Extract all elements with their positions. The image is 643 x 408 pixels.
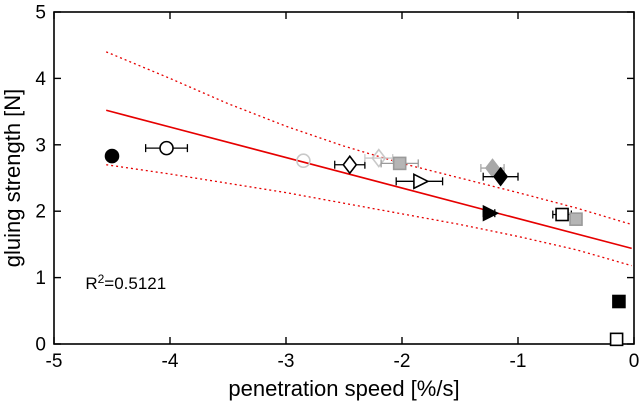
confidence-band-upper xyxy=(105,51,632,226)
plot-box xyxy=(53,11,635,345)
data-point-circle xyxy=(159,140,174,156)
x-tick-label: -4 xyxy=(162,351,179,372)
data-point-diamond xyxy=(371,148,387,168)
data-point-square xyxy=(555,207,569,222)
data-point-diamond xyxy=(342,154,358,175)
y-tick-label: 2 xyxy=(35,202,46,223)
y-tick-label: 4 xyxy=(35,69,46,90)
regression-line xyxy=(105,109,632,250)
x-axis-label: penetration speed [%/s] xyxy=(228,376,459,401)
r-squared-annotation: R2=0.5121 xyxy=(85,272,166,293)
data-point-diamond xyxy=(493,166,509,187)
y-axis-label: gluing strength [N] xyxy=(0,89,25,268)
axis-ticks: -5 -4 -3 -2 -1 0 0 1 2 3 4 5 xyxy=(35,3,639,373)
data-point-circle xyxy=(296,153,311,169)
confidence-band-lower xyxy=(106,164,632,267)
x-tick-label: -2 xyxy=(394,351,411,372)
y-tick-label: 3 xyxy=(35,135,46,156)
y-tick-label: 0 xyxy=(35,335,46,356)
data-point-square xyxy=(612,294,626,309)
data-point-triangle-right xyxy=(482,204,500,222)
error-bar xyxy=(364,154,394,163)
y-tick-label: 5 xyxy=(35,3,46,24)
x-tick-label: -5 xyxy=(46,351,63,372)
data-point-square xyxy=(609,332,624,347)
data-point-triangle-right xyxy=(413,173,430,190)
x-tick-label: 0 xyxy=(629,351,640,372)
data-point-circle xyxy=(104,148,120,164)
y-tick-label: 1 xyxy=(35,268,46,289)
data-point-square xyxy=(569,212,583,226)
x-tick-label: -3 xyxy=(278,351,295,372)
x-tick-label: -1 xyxy=(510,351,527,372)
data-point-square xyxy=(392,156,407,171)
